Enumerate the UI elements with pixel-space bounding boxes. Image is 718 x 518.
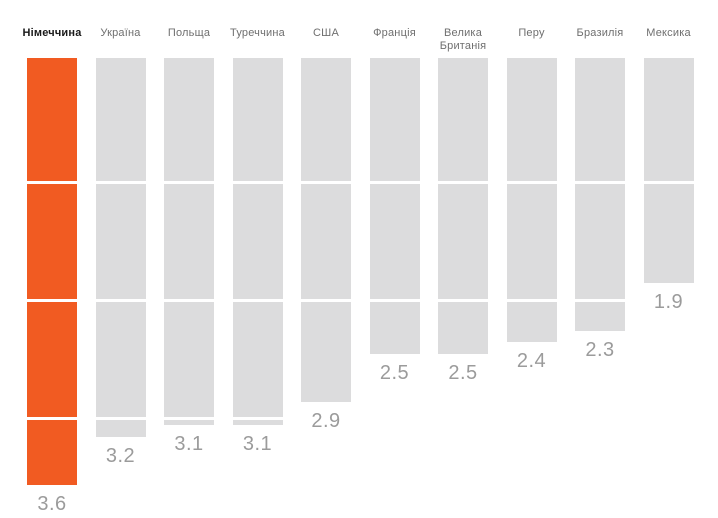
bar bbox=[232, 58, 283, 425]
value-label: 2.4 bbox=[516, 350, 547, 372]
category-label: Польща bbox=[167, 27, 211, 39]
category-label: Велика Британія bbox=[439, 27, 487, 52]
bar bbox=[438, 58, 488, 354]
bar-column: Польща 3.1 bbox=[164, 27, 214, 516]
bar bbox=[575, 58, 625, 331]
bar-column: Франція 2.5 bbox=[369, 27, 420, 516]
value-label: 1.9 bbox=[653, 291, 684, 313]
bar-column: США 2.9 bbox=[301, 27, 351, 516]
category-label: Україна bbox=[100, 27, 141, 39]
bar bbox=[95, 58, 146, 437]
bar bbox=[301, 58, 351, 402]
bar-highlighted bbox=[27, 58, 77, 485]
category-label: Туреччина bbox=[230, 27, 285, 39]
value-label: 3.6 bbox=[37, 493, 67, 515]
bar-column: Німеччина 3.6 bbox=[22, 27, 81, 516]
bar bbox=[369, 58, 420, 354]
bar-column: Україна 3.2 bbox=[95, 27, 146, 516]
value-label: 3.1 bbox=[242, 433, 273, 455]
bar bbox=[643, 58, 694, 283]
bar-column: Перу 2.4 bbox=[506, 27, 557, 516]
bar bbox=[164, 58, 214, 425]
bar-column: Велика Британія 2.5 bbox=[438, 27, 488, 516]
value-label: 2.5 bbox=[448, 362, 478, 384]
category-label: США bbox=[313, 27, 339, 39]
bar-column: Бразилія 2.3 bbox=[575, 27, 625, 516]
category-label: Бразилія bbox=[576, 27, 624, 39]
bar-column: Мексика 1.9 bbox=[643, 27, 694, 516]
value-label: 2.3 bbox=[585, 339, 615, 361]
category-label-highlighted: Німеччина bbox=[22, 27, 82, 39]
category-label: Перу bbox=[518, 27, 545, 39]
category-label: Франція bbox=[373, 27, 416, 39]
value-label: 2.5 bbox=[379, 362, 410, 384]
value-label: 2.9 bbox=[311, 410, 341, 432]
category-label: Мексика bbox=[646, 27, 691, 39]
value-label: 3.1 bbox=[174, 433, 204, 455]
bar-column: Туреччина 3.1 bbox=[230, 27, 285, 516]
value-label: 3.2 bbox=[105, 445, 136, 467]
bar bbox=[506, 58, 557, 342]
